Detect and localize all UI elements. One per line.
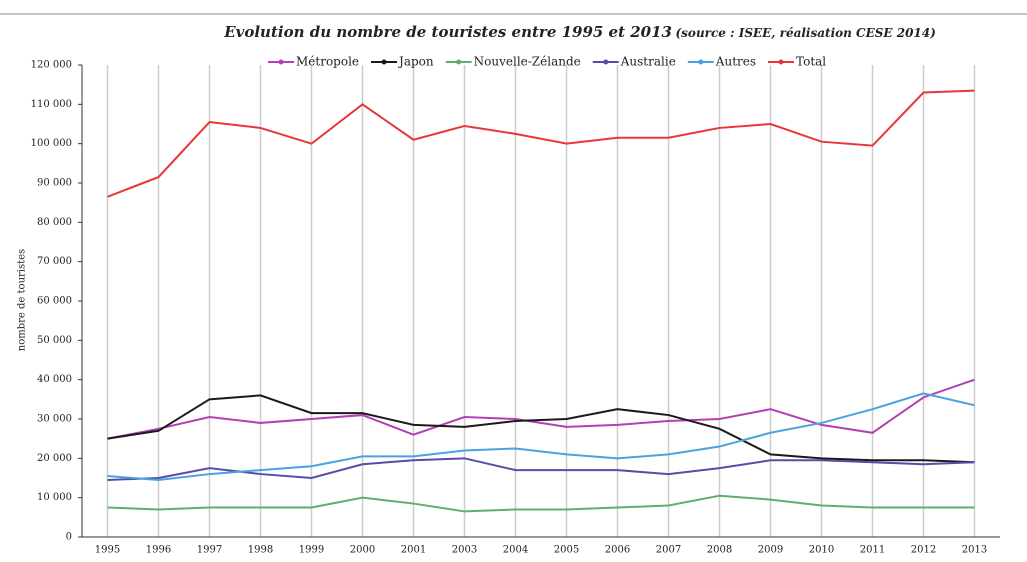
x-tick-label: 1997 <box>197 545 222 556</box>
chart-subtitle: (source : ISEE, réalisation CESE 2014) <box>676 26 936 40</box>
y-tick-label: 120 000 <box>31 60 72 71</box>
y-tick-label: 30 000 <box>37 414 72 425</box>
x-tick-label: 2011 <box>860 545 885 556</box>
y-tick-label: 10 000 <box>37 492 72 503</box>
legend-label: Total <box>796 55 826 69</box>
y-tick-label: 40 000 <box>37 374 72 385</box>
legend-marker <box>603 59 609 65</box>
y-tick-label: 50 000 <box>37 335 72 346</box>
legend-label: Métropole <box>296 55 359 69</box>
x-tick-label: 1995 <box>95 545 120 556</box>
series-line <box>107 89 975 198</box>
chart-title: Evolution du nombre de touristes entre 1… <box>223 23 672 41</box>
x-tick-label: 2005 <box>554 545 579 556</box>
y-tick-label: 110 000 <box>31 99 72 110</box>
legend-marker <box>278 59 284 65</box>
series-line <box>107 457 975 481</box>
x-tick-label: 2000 <box>350 545 375 556</box>
x-tick-label: 2009 <box>758 545 783 556</box>
series-line <box>107 392 975 481</box>
legend-label: Japon <box>397 55 434 69</box>
legend-marker <box>778 59 784 65</box>
x-tick-label: 2012 <box>911 545 936 556</box>
y-tick-label: 100 000 <box>31 138 72 149</box>
legend-label: Nouvelle-Zélande <box>474 55 581 69</box>
legend-marker <box>698 59 704 65</box>
legend-marker <box>381 59 387 65</box>
y-tick-label: 70 000 <box>37 256 72 267</box>
x-tick-label: 2007 <box>656 545 681 556</box>
x-tick-label: 1999 <box>299 545 324 556</box>
x-tick-label: 2003 <box>452 545 477 556</box>
x-tick-label: 1998 <box>248 545 273 556</box>
legend-marker <box>456 59 462 65</box>
series-line <box>107 394 975 464</box>
x-tick-label: 2001 <box>401 545 426 556</box>
legend-label: Australie <box>620 55 676 69</box>
y-tick-label: 80 000 <box>37 217 72 228</box>
y-tick-label: 0 <box>66 532 72 543</box>
series-line <box>107 494 975 513</box>
x-tick-label: 2013 <box>962 545 987 556</box>
y-tick-label: 20 000 <box>37 453 72 464</box>
x-tick-label: 2006 <box>605 545 630 556</box>
legend-label: Autres <box>715 55 756 69</box>
y-axis-title: nombre de touristes <box>17 249 28 351</box>
x-tick-label: 2004 <box>503 545 528 556</box>
x-tick-label: 1996 <box>146 545 171 556</box>
chart-title-group: Evolution du nombre de touristes entre 1… <box>223 23 936 41</box>
y-tick-label: 90 000 <box>37 178 72 189</box>
y-tick-label: 60 000 <box>37 296 72 307</box>
x-tick-label: 2008 <box>707 545 732 556</box>
series-line <box>107 378 975 440</box>
x-tick-label: 2010 <box>809 545 834 556</box>
